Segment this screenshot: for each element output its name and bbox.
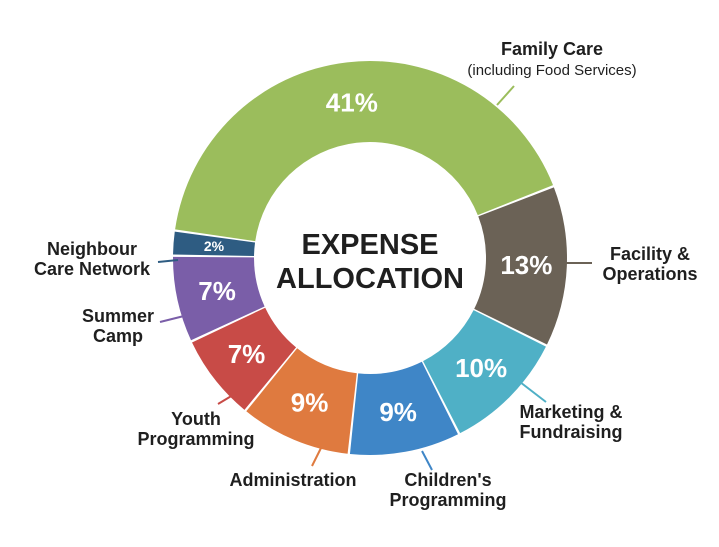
leader-line: [311, 443, 324, 467]
leader-line: [496, 85, 515, 106]
leader-line: [519, 381, 547, 403]
slice-value-label: 10%: [455, 353, 507, 383]
slice-value-label: 9%: [291, 387, 329, 417]
slice-category-label: Youth Programming: [137, 409, 254, 449]
slice-value-label: 2%: [204, 238, 225, 254]
leader-line: [217, 391, 239, 405]
slice-category-label: Administration: [229, 470, 356, 490]
slice-category-label: Children's Programming: [389, 470, 506, 510]
slice-value-label: 7%: [228, 339, 266, 369]
slice-category-label: Neighbour Care Network: [34, 239, 151, 279]
slice-category-label: Marketing & Fundraising: [519, 402, 622, 442]
slice-value-label: 9%: [379, 397, 417, 427]
chart-title: EXPENSE ALLOCATION: [276, 229, 464, 295]
donut-slice: [173, 231, 256, 256]
leader-line: [421, 450, 433, 471]
slice-category-label: Family Care (including Food Services): [467, 39, 636, 79]
slice-value-label: 7%: [198, 276, 236, 306]
donut-slice: [349, 361, 459, 455]
slice-value-label: 13%: [500, 250, 552, 280]
donut-slice: [175, 61, 554, 242]
donut-slice: [192, 307, 297, 410]
slice-category-label: Summer Camp: [82, 306, 154, 346]
slice-value-label: 41%: [326, 88, 378, 118]
donut-slice: [173, 256, 265, 341]
donut-slice: [474, 187, 568, 345]
slice-category-label: Facility & Operations: [602, 244, 697, 284]
donut-slice: [423, 310, 546, 434]
leader-line: [157, 259, 179, 263]
leader-line: [159, 315, 185, 323]
donut-slice: [246, 348, 357, 454]
